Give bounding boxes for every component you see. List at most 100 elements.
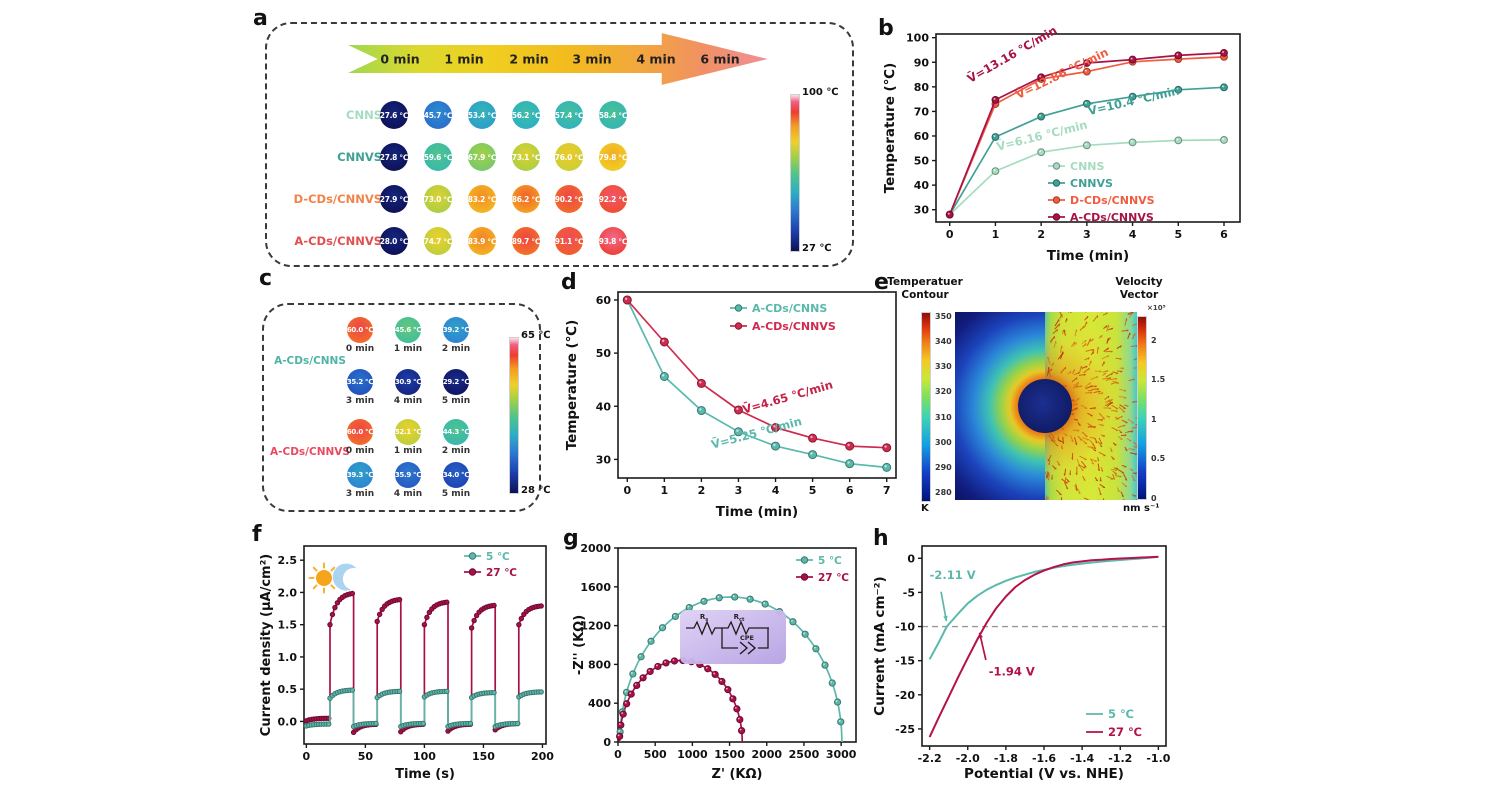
marker-highlight — [660, 625, 663, 628]
thermal-circle: 39.3 ℃ — [346, 462, 374, 488]
series-marker — [349, 590, 356, 597]
marker-highlight — [673, 614, 676, 617]
temp-label: 92.2 ℃ — [598, 194, 628, 204]
plot-frame — [617, 291, 897, 479]
chart-svg: 0 1 2 3 4 5 6 30 40 50 60 70 80 90 100 Time (min) Temper… — [882, 22, 1241, 264]
y-tick-label: 40 — [914, 179, 930, 192]
marker-highlight — [993, 97, 996, 100]
series-marker — [623, 700, 631, 708]
thermal-circle: 67.9 ℃ — [468, 143, 497, 171]
x-tick-label: -2.2 — [918, 752, 942, 765]
x-tick-label: 5 — [1174, 228, 1182, 241]
time-label: 1 min — [444, 51, 484, 67]
x-tick-label: 3000 — [826, 748, 857, 761]
temp-label: 73.1 ℃ — [511, 152, 541, 162]
series-marker — [396, 596, 403, 603]
velocity-unit: nm s⁻¹ — [1123, 503, 1160, 514]
colorbar — [1137, 316, 1147, 500]
panel-c-cooling-grid: A-CDs/CNNS 60.0 ℃ 0 min 45.6 ℃ 1 min 39.2 ℃ 2 … — [262, 303, 551, 512]
marker-highlight — [630, 672, 633, 674]
series-marker — [349, 687, 356, 693]
series-marker — [514, 720, 521, 727]
series-marker — [670, 657, 679, 665]
series-marker — [1037, 112, 1046, 121]
x-tick-label: 1 — [992, 228, 1000, 241]
marker-highlight — [617, 734, 620, 737]
panel-g-label: g — [563, 526, 579, 551]
marker-highlight — [810, 435, 813, 439]
temp-label: 39.3 ℃ — [346, 471, 374, 479]
annotation: V̄=10.4 ℃/min — [1086, 82, 1180, 118]
annotation: -2.11 V — [930, 568, 976, 582]
time-label: 0 min — [345, 344, 375, 354]
marker-highlight — [1130, 57, 1133, 60]
series-marker — [704, 665, 712, 673]
marker-highlight — [1084, 69, 1087, 72]
contour-tick-label: 350 — [935, 312, 952, 321]
x-tick-label: -1.2 — [1108, 752, 1132, 765]
series-line — [626, 299, 887, 469]
x-tick-label: 100 — [413, 750, 436, 763]
time-label: 3 min — [345, 489, 375, 499]
time-label: 0 min — [380, 51, 420, 67]
series-marker — [637, 653, 645, 661]
chart-svg: 0 1 2 3 4 5 6 7 30 40 50 60 Time (min) Temperature (℃… — [564, 291, 897, 520]
y-tick-label: 0.5 — [278, 683, 298, 696]
contour-tick-label: 280 — [935, 488, 952, 497]
legend-item: 5 ℃ — [818, 555, 842, 567]
marker-highlight — [618, 723, 621, 725]
colorbar-min-label: 28 ℃ — [521, 485, 551, 496]
marker-highlight — [618, 729, 621, 732]
thermal-circle: 74.7 ℃ — [424, 227, 453, 255]
marker-highlight — [641, 675, 643, 678]
x-tick-label: -1.6 — [1032, 752, 1056, 765]
marker-highlight — [1084, 61, 1087, 64]
temp-label: 53.4 ℃ — [467, 110, 497, 120]
panel-e-label: e — [874, 270, 889, 295]
colorbar-max-label: 65 ℃ — [521, 330, 551, 341]
marker-highlight — [621, 712, 624, 715]
marker-highlight — [813, 646, 816, 649]
time-label: 1 min — [393, 446, 423, 456]
temp-label: 28.0 ℃ — [379, 236, 409, 246]
panel-g-nyquist: 0 500 1000 1500 2000 2500 3000 0 400 800 1200 1600 2… — [570, 522, 870, 786]
panel-b-label: b — [878, 16, 894, 41]
time-label: 2 min — [441, 344, 471, 354]
series-marker — [808, 450, 818, 460]
temp-label: 89.7 ℃ — [511, 236, 541, 246]
x-tick-label: 5 — [809, 484, 817, 497]
series-marker — [1220, 49, 1228, 57]
contour-unit: K — [921, 503, 929, 514]
moon-icon — [332, 563, 357, 591]
panel-a-label: a — [253, 6, 268, 31]
series-marker — [685, 603, 693, 612]
series-marker — [845, 441, 855, 451]
x-tick-label: 1500 — [714, 748, 745, 761]
y-tick-label: 30 — [914, 204, 930, 217]
series-marker — [654, 662, 662, 671]
marker-highlight — [823, 663, 825, 666]
thermal-circle: 39.2 ℃ — [443, 317, 470, 343]
series-marker — [491, 602, 497, 609]
colorbar — [921, 312, 931, 502]
contour-title: Temperatuer — [887, 276, 963, 288]
velocity-tick-label: 0.5 — [1151, 454, 1166, 464]
temp-label: 45.6 ℃ — [394, 326, 422, 334]
thermal-circle: 30.9 ℃ — [395, 369, 422, 395]
marker-highlight — [725, 687, 728, 690]
x-tick-label: 2 — [698, 484, 706, 497]
contour-tick-label: 330 — [935, 362, 952, 372]
series-marker — [617, 721, 625, 729]
marker-highlight — [791, 619, 793, 622]
series-marker — [724, 686, 732, 694]
marker-highlight — [662, 339, 665, 343]
marker-highlight — [737, 717, 740, 720]
inset-label-rs: Rs — [700, 613, 708, 623]
x-axis-label: Time (min) — [716, 504, 798, 520]
contour-tick-label: 320 — [935, 387, 952, 397]
sun-icon — [308, 562, 340, 594]
panel-f-label: f — [252, 522, 262, 547]
temp-label: 57.4 ℃ — [554, 110, 584, 120]
series-marker — [1128, 92, 1137, 101]
y-tick-label: -10 — [895, 621, 915, 634]
